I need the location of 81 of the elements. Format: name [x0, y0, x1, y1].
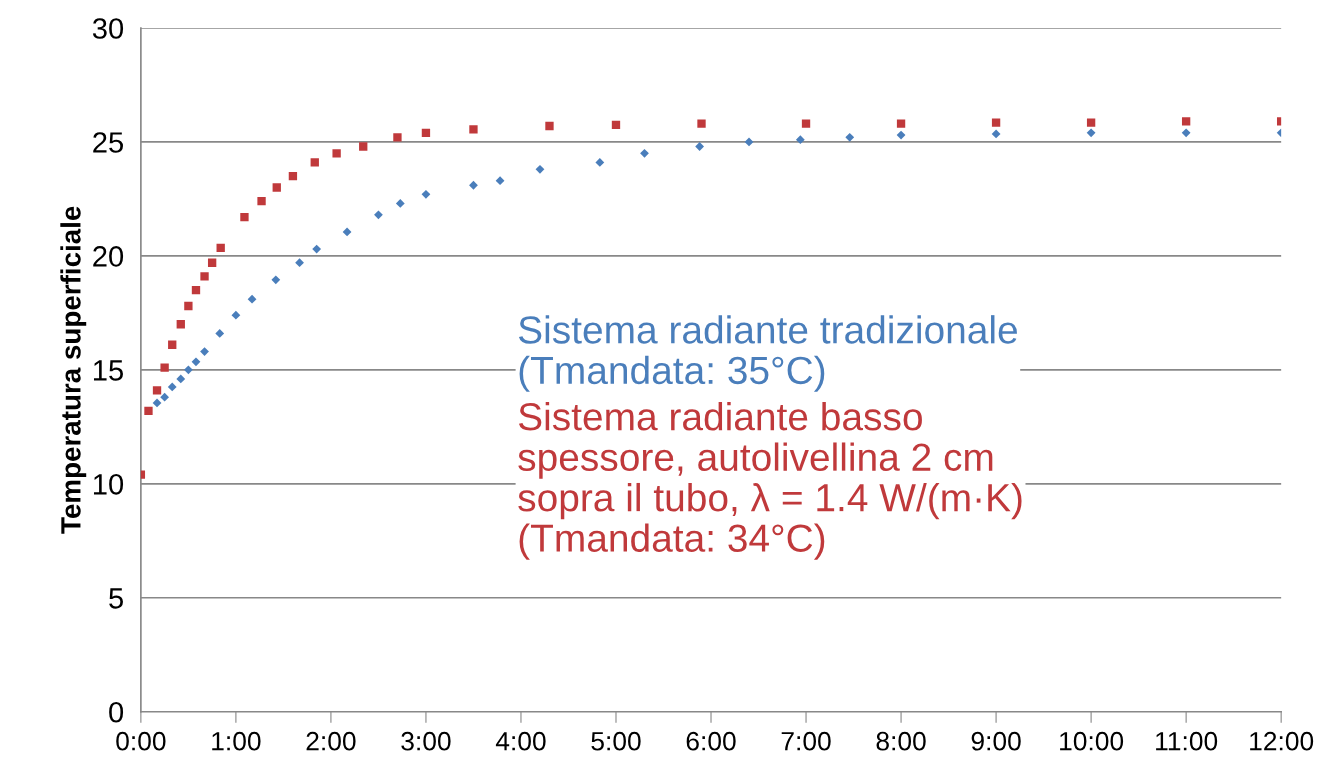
point: [795, 135, 805, 145]
y-tick-label: 5: [109, 588, 123, 609]
point: [160, 363, 169, 372]
point: [611, 120, 621, 129]
point: [176, 320, 185, 329]
point: [168, 340, 177, 349]
point: [991, 118, 1001, 127]
text: Sistema radiante tradizionale (Tmandata: 35°C): [518, 315, 1017, 392]
point: [469, 125, 478, 134]
point: [1181, 128, 1191, 138]
point: [215, 328, 225, 338]
point: [801, 119, 811, 128]
point: [200, 272, 209, 281]
x-tick-label: 4:00: [495, 731, 546, 751]
y-tick-label: 20: [93, 246, 124, 267]
point: [374, 210, 383, 220]
point: [595, 158, 605, 167]
point: [469, 180, 478, 190]
x-tick-label: 2:00: [306, 731, 356, 751]
point: [393, 133, 402, 142]
point: [640, 148, 649, 158]
point: [176, 374, 186, 384]
point: [535, 164, 545, 174]
x-tick-label: 5:00: [591, 731, 641, 751]
point: [271, 275, 281, 285]
point: [183, 365, 193, 375]
point: [495, 176, 505, 186]
point: [1086, 128, 1096, 138]
point: [191, 285, 201, 295]
point: [896, 130, 906, 140]
point: [421, 128, 431, 137]
point: [697, 119, 706, 128]
point: [257, 197, 266, 206]
point: [332, 149, 341, 158]
point: [231, 310, 241, 320]
point: [200, 347, 209, 357]
y-tick-label: 0: [109, 701, 124, 723]
point: [247, 294, 257, 304]
point: [1086, 118, 1096, 127]
point: [216, 243, 225, 253]
text: Sistema radiante basso spessore, autolivellina 2 cm sopra il tubo, λ = 1.4 W/(m·K) (Tmandata: 34°C): [518, 401, 1022, 560]
x-tick-label: 6:00: [686, 731, 736, 751]
point: [152, 398, 162, 408]
point: [744, 137, 754, 147]
point: [295, 258, 304, 268]
point: [191, 357, 201, 367]
y-tick-label: 25: [93, 132, 123, 153]
point: [240, 212, 249, 222]
point: [1181, 117, 1191, 126]
point: [359, 142, 368, 151]
point: [310, 158, 319, 167]
point: [342, 227, 352, 237]
point: [272, 183, 281, 192]
point: [207, 258, 217, 267]
point: [991, 129, 1001, 139]
x-tick-label: 9:00: [971, 731, 1021, 751]
x-tick-label: 0:00: [116, 731, 166, 751]
x-tick-label: 1:00: [212, 731, 261, 751]
point: [896, 119, 906, 128]
point: [144, 406, 153, 416]
x-tick-label: 12:00: [1250, 731, 1314, 751]
point: [184, 301, 193, 311]
point: [845, 132, 855, 142]
point: [395, 199, 405, 208]
x-tick-label: 11:00: [1156, 731, 1218, 751]
x-tick-label: 8:00: [876, 731, 926, 751]
point: [695, 142, 704, 151]
y-tick-label: 15: [93, 360, 123, 381]
x-tick-label: 10:00: [1060, 731, 1124, 751]
point: [421, 189, 431, 199]
point: [312, 244, 322, 254]
point: [167, 382, 177, 392]
point: [160, 392, 170, 402]
x-tick-label: 7:00: [781, 731, 831, 751]
y-axis-title: Temperatura superficiale: [60, 206, 87, 534]
x-tick-label: 3:00: [401, 731, 451, 751]
point: [288, 171, 298, 181]
point: [152, 386, 162, 395]
point: [545, 121, 554, 131]
y-tick-label: 30: [92, 18, 124, 39]
y-tick-label: 10: [93, 474, 124, 495]
